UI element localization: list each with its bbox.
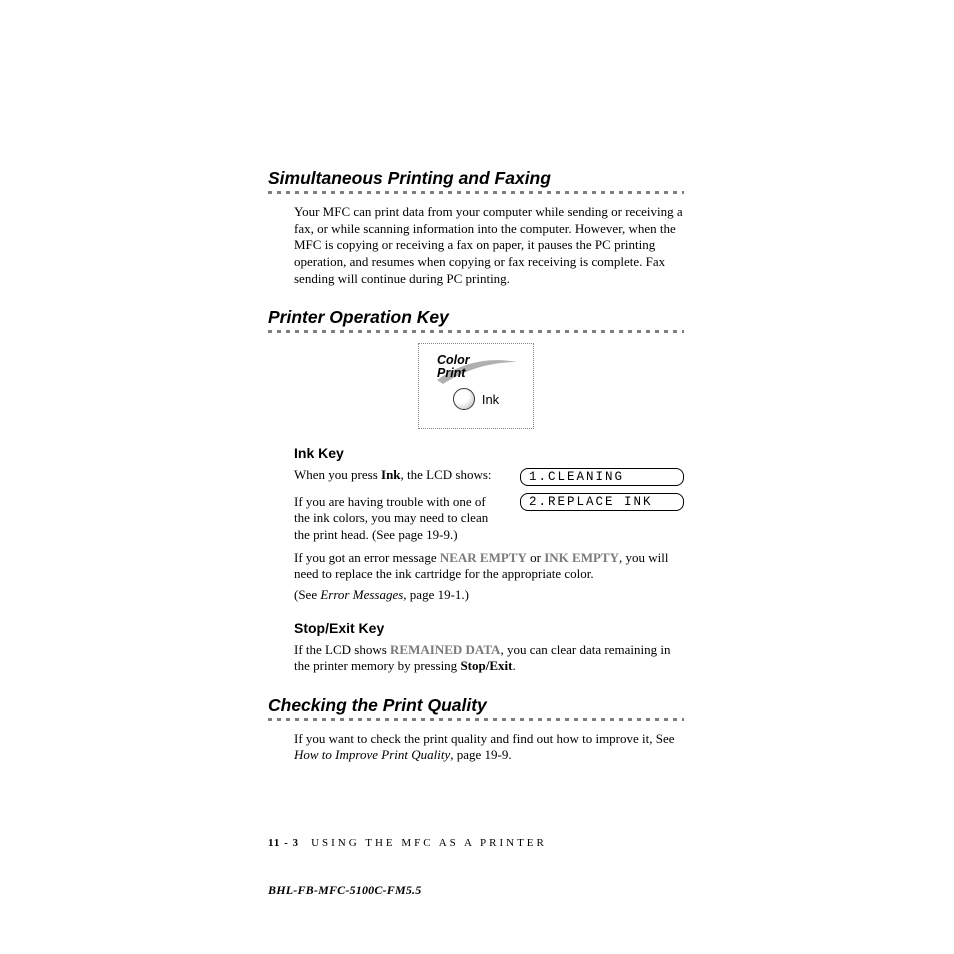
t: Stop/Exit xyxy=(460,658,512,673)
print-quality-para: If you want to check the print quality a… xyxy=(268,731,684,764)
t: or xyxy=(527,550,544,565)
t: , page 19-1.) xyxy=(403,587,469,602)
ink-key-lcd-col: 1.CLEANING 2.REPLACE INK xyxy=(520,467,684,517)
heading-print-quality: Checking the Print Quality xyxy=(268,695,684,716)
msg-remained-data: REMAINED DATA xyxy=(390,642,500,657)
subheading-ink-key: Ink Key xyxy=(268,445,684,461)
t: , page 19-9. xyxy=(450,747,511,762)
ink-key-line2: If you are having trouble with one of th… xyxy=(294,494,502,544)
t: , the LCD shows: xyxy=(401,467,492,482)
t: When you press xyxy=(294,467,381,482)
heading-simultaneous: Simultaneous Printing and Faxing xyxy=(268,168,684,189)
para-simultaneous: Your MFC can print data from your comput… xyxy=(268,204,684,287)
keypad-diagram: Color Print Ink xyxy=(418,343,534,429)
ink-button-icon xyxy=(453,388,475,410)
section-printer-op-key: Printer Operation Key Color Print Ink In… xyxy=(268,307,684,675)
t: . xyxy=(512,658,515,673)
t: Ink xyxy=(381,467,401,482)
ink-button-label: Ink xyxy=(482,392,499,407)
ref-improve-quality: How to Improve Print Quality xyxy=(294,747,450,762)
page-footer: 11 - 3 USING THE MFC AS A PRINTER xyxy=(268,837,547,849)
keypad-swoosh-wrap: Color Print xyxy=(419,352,533,386)
heading-rule xyxy=(268,718,684,721)
section-simultaneous: Simultaneous Printing and Faxing Your MF… xyxy=(268,168,684,287)
section-print-quality: Checking the Print Quality If you want t… xyxy=(268,695,684,764)
lcd-cleaning: 1.CLEANING xyxy=(520,468,684,486)
heading-rule xyxy=(268,330,684,333)
msg-ink-empty: INK EMPTY xyxy=(544,550,619,565)
t: If the LCD shows xyxy=(294,642,390,657)
msg-near-empty: NEAR EMPTY xyxy=(440,550,527,565)
chapter-title: USING THE MFC AS A PRINTER xyxy=(311,837,547,849)
stop-exit-para: If the LCD shows REMAINED DATA, you can … xyxy=(268,642,684,675)
ink-key-row: When you press Ink, the LCD shows: If yo… xyxy=(268,467,684,544)
t: (See xyxy=(294,587,320,602)
t: If you want to check the print quality a… xyxy=(294,731,675,746)
keypad-button-row: Ink xyxy=(419,388,533,410)
keypad-title: Color Print xyxy=(437,354,470,380)
subheading-stop-exit: Stop/Exit Key xyxy=(268,620,684,636)
ink-key-para2: If you got an error message NEAR EMPTY o… xyxy=(268,550,684,583)
heading-printer-op: Printer Operation Key xyxy=(268,307,684,328)
ink-key-left: When you press Ink, the LCD shows: If yo… xyxy=(294,467,502,544)
ink-key-line1: When you press Ink, the LCD shows: xyxy=(294,467,502,484)
t: If you got an error message xyxy=(294,550,440,565)
keypad-title-line1: Color xyxy=(437,353,470,367)
lcd-text: 1.CLEANING xyxy=(529,470,624,484)
ref-error-messages: Error Messages xyxy=(320,587,403,602)
heading-rule xyxy=(268,191,684,194)
ink-key-see: (See Error Messages, page 19-1.) xyxy=(268,587,684,604)
manual-page: Simultaneous Printing and Faxing Your MF… xyxy=(0,0,954,954)
keypad-title-line2: Print xyxy=(437,366,465,380)
lcd-replace-ink: 2.REPLACE INK xyxy=(520,493,684,511)
doc-id: BHL-FB-MFC-5100C-FM5.5 xyxy=(268,883,421,898)
lcd-text: 2.REPLACE INK xyxy=(529,495,653,509)
page-number: 11 - 3 xyxy=(268,837,299,849)
